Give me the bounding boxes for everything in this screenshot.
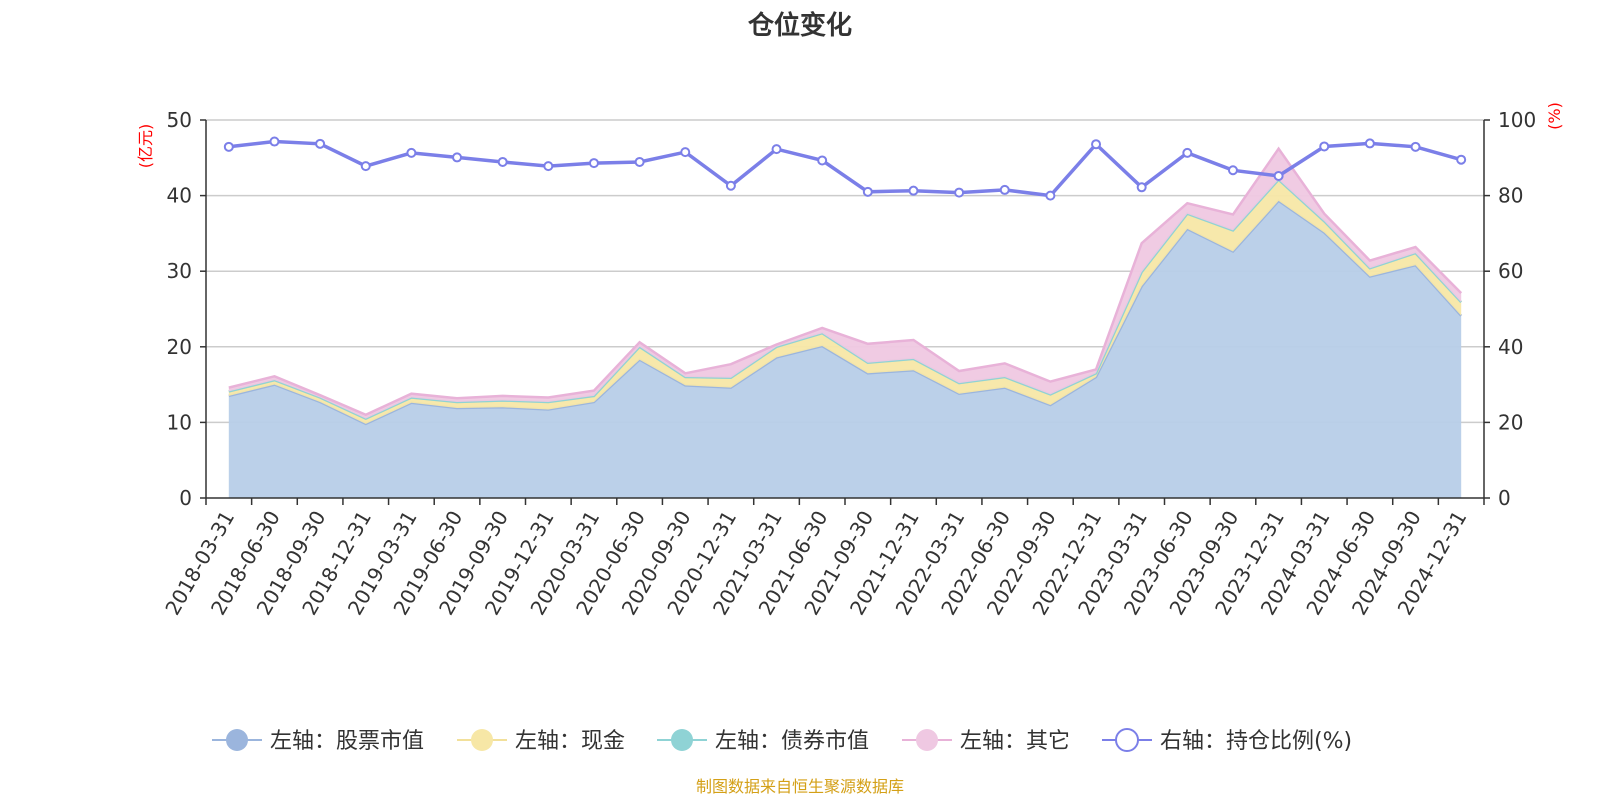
ratio-point: [1182, 147, 1193, 158]
ratio-point: [1227, 165, 1238, 176]
ratio-point: [680, 147, 691, 158]
ratio-point: [1091, 139, 1102, 150]
ratio-point: [771, 144, 782, 155]
right-axis-unit: (%): [1545, 102, 1564, 130]
left-tick-label: 10: [167, 410, 192, 434]
legend-label-bond: 左轴：债券市值: [715, 729, 869, 754]
left-axis-unit: (亿元): [136, 124, 155, 169]
legend-marker-ratio: [1115, 728, 1139, 752]
source-note: 制图数据来自恒生聚源数据库: [696, 777, 904, 796]
left-tick-label: 40: [167, 184, 192, 208]
ratio-point: [817, 155, 828, 166]
ratio-point: [223, 141, 234, 152]
left-tick-label: 20: [167, 335, 192, 359]
ratio-point: [1273, 170, 1284, 181]
legend: 左轴：股票市值 左轴：现金 左轴：债券市值 左轴：其它 右轴：持仓比例(%): [212, 728, 1352, 754]
legend-label-stock: 左轴：股票市值: [270, 729, 424, 754]
ratio-point: [406, 147, 417, 158]
ratio-point: [999, 184, 1010, 195]
right-tick-label: 20: [1498, 410, 1523, 434]
legend-label-other: 左轴：其它: [960, 729, 1070, 754]
stacked-areas: [228, 146, 1463, 498]
ratio-point: [1410, 141, 1421, 152]
ratio-point: [315, 138, 326, 149]
legend-marker-stock: [226, 729, 248, 751]
legend-marker-cash: [471, 729, 493, 751]
ratio-point: [725, 180, 736, 191]
ratio-line: [223, 136, 1467, 201]
ratio-point: [954, 187, 965, 198]
ratio-point: [862, 186, 873, 197]
ratio-point: [452, 152, 463, 163]
ratio-point: [634, 156, 645, 167]
ratio-point: [543, 161, 554, 172]
legend-marker-bond: [671, 729, 693, 751]
ratio-point: [1136, 182, 1147, 193]
area-stock: [228, 200, 1462, 498]
ratio-point: [588, 158, 599, 169]
area-edge-other: [228, 146, 1463, 417]
left-tick-label: 50: [167, 108, 192, 132]
ratio-point: [360, 161, 371, 172]
legend-marker-other: [916, 729, 938, 751]
ratio-line-path: [228, 139, 1462, 198]
left-tick-label: 0: [179, 486, 192, 510]
ratio-point: [908, 185, 919, 196]
left-tick-label: 30: [167, 259, 192, 283]
right-tick-label: 40: [1498, 335, 1523, 359]
legend-label-ratio: 右轴：持仓比例(%): [1160, 729, 1352, 754]
right-tick-label: 100: [1498, 108, 1536, 132]
right-tick-label: 60: [1498, 259, 1523, 283]
ratio-point: [1319, 141, 1330, 152]
ratio-point: [1456, 154, 1467, 165]
right-tick-label: 80: [1498, 184, 1523, 208]
ratio-point: [497, 156, 508, 167]
right-tick-label: 0: [1498, 486, 1511, 510]
legend-label-cash: 左轴：现金: [515, 729, 625, 754]
ratio-point: [269, 136, 280, 147]
ratio-point: [1045, 190, 1056, 201]
chart-title: 仓位变化: [747, 10, 852, 41]
ratio-point: [1364, 138, 1375, 149]
